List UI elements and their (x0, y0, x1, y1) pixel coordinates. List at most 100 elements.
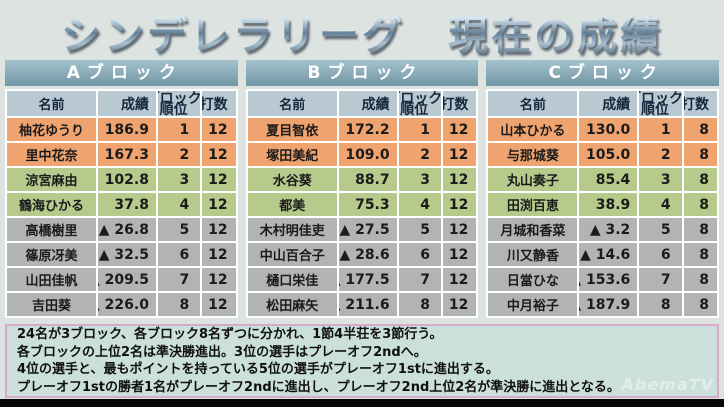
column-header-score: 成績 (98, 91, 156, 116)
player-rank-cell: 3 (157, 168, 201, 191)
column-header-block-rank-line2: 順位 (400, 102, 429, 116)
column-header-block-rank: ブロック順位 (157, 91, 201, 116)
player-name-cell: 篠原冴美 (7, 243, 97, 266)
player-score-cell: 85.4 (579, 168, 638, 191)
column-header-block-rank-line1: ブロック (158, 91, 201, 107)
player-rank-cell: 4 (398, 193, 441, 216)
player-score-cell: ▲ 27.5 (338, 218, 397, 241)
player-hands-cell: 12 (202, 268, 236, 291)
player-name-cell: 山本ひかる (488, 118, 578, 141)
column-header-score: 成績 (579, 91, 638, 116)
player-rank-cell: 5 (157, 218, 201, 241)
player-name-cell: 都美 (247, 193, 337, 216)
player-score-cell: 105.0 (579, 143, 638, 166)
player-score-cell: 102.8 (98, 168, 156, 191)
column-header-name: 名前 (488, 91, 578, 116)
player-name-cell: 松田麻矢 (247, 293, 337, 316)
player-hands-cell: 12 (442, 118, 477, 141)
player-rank-cell: 8 (398, 293, 441, 316)
block-b-grid: 名前成績ブロック順位打数夏目智依172.2112塚田美紀109.0212水谷葵8… (245, 89, 479, 318)
player-rank-cell: 6 (398, 243, 441, 266)
player-score-cell: ▲ 211.6 (338, 293, 397, 316)
player-rank-cell: 6 (639, 243, 682, 266)
player-hands-cell: 12 (202, 118, 236, 141)
player-rank-cell: 7 (398, 268, 441, 291)
column-header-name: 名前 (247, 91, 337, 116)
player-rank-cell: 2 (639, 143, 682, 166)
player-name-cell: 水谷葵 (247, 168, 337, 191)
player-name-cell: 田渕百恵 (488, 193, 578, 216)
player-hands-cell: 12 (442, 168, 477, 191)
player-rank-cell: 1 (398, 118, 441, 141)
player-name-cell: 日當ひな (488, 268, 578, 291)
player-name-cell: 吉田葵 (7, 293, 97, 316)
player-score-cell: ▲ 187.9 (579, 293, 638, 316)
column-header-block-rank: ブロック順位 (398, 91, 441, 116)
rules-box: 24名が3ブロック、各ブロック8名ずつに分かれ、1節4半荘を3節行う。 各ブロック… (5, 324, 719, 398)
player-hands-cell: 8 (683, 268, 717, 291)
column-header-block-rank: ブロック順位 (639, 91, 682, 116)
player-name-cell: 柚花ゆうり (7, 118, 97, 141)
player-rank-cell: 8 (639, 293, 682, 316)
player-name-cell: 夏目智依 (247, 118, 337, 141)
player-score-cell: 37.8 (98, 193, 156, 216)
player-hands-cell: 8 (683, 218, 717, 241)
block-a-table: Aブロック名前成績ブロック順位打数柚花ゆうり186.9112里中花奈167.32… (5, 60, 238, 318)
player-score-cell: 88.7 (338, 168, 397, 191)
player-rank-cell: 1 (157, 118, 201, 141)
column-header-hands: 打数 (683, 91, 717, 116)
player-hands-cell: 8 (683, 143, 717, 166)
block-b-header: Bブロック (245, 60, 479, 86)
player-name-cell: 里中花奈 (7, 143, 97, 166)
column-header-block-rank-line1: ブロック (399, 91, 441, 107)
block-c-header: Cブロック (486, 60, 720, 86)
column-header-hands: 打数 (202, 91, 236, 116)
player-score-cell: 109.0 (338, 143, 397, 166)
player-hands-cell: 12 (442, 293, 477, 316)
player-hands-cell: 12 (442, 243, 477, 266)
player-rank-cell: 4 (157, 193, 201, 216)
player-rank-cell: 5 (639, 218, 682, 241)
player-score-cell: 75.3 (338, 193, 397, 216)
player-name-cell: 木村明佳吏 (247, 218, 337, 241)
column-header-hands: 打数 (442, 91, 477, 116)
player-score-cell: ▲ 28.6 (338, 243, 397, 266)
player-name-cell: 中山百合子 (247, 243, 337, 266)
player-hands-cell: 12 (202, 243, 236, 266)
rules-line-4: プレーオフ1stの勝者1名がプレーオフ2ndに進出し、プレーオフ2nd上位2名が… (17, 379, 620, 395)
column-header-block-rank-line2: 順位 (640, 102, 669, 116)
player-rank-cell: 1 (639, 118, 682, 141)
column-header-name: 名前 (7, 91, 97, 116)
player-name-cell: 中月裕子 (488, 293, 578, 316)
page-title: シンデレラリーグ 現在の成績 (0, 0, 724, 60)
player-score-cell: ▲ 14.6 (579, 243, 638, 266)
rules-line-2: 各ブロックの上位2名は準決勝進出。3位の選手はプレーオフ2ndへ。 (17, 344, 427, 360)
player-score-cell: ▲ 209.5 (98, 268, 156, 291)
player-hands-cell: 12 (442, 193, 477, 216)
player-hands-cell: 12 (442, 143, 477, 166)
player-hands-cell: 12 (442, 268, 477, 291)
player-name-cell: 丸山奏子 (488, 168, 578, 191)
player-score-cell: 186.9 (98, 118, 156, 141)
player-hands-cell: 12 (202, 143, 236, 166)
player-rank-cell: 2 (157, 143, 201, 166)
rules-line-1: 24名が3ブロック、各ブロック8名ずつに分かれ、1節4半荘を3節行う。 (17, 327, 443, 342)
blocks-container: Aブロック名前成績ブロック順位打数柚花ゆうり186.9112里中花奈167.32… (0, 60, 724, 318)
player-score-cell: ▲ 226.0 (98, 293, 156, 316)
column-header-block-rank-line1: ブロック (639, 91, 682, 107)
watermark: AbemaTV (621, 375, 714, 394)
player-name-cell: 山田佳帆 (7, 268, 97, 291)
player-hands-cell: 8 (683, 118, 717, 141)
player-rank-cell: 6 (157, 243, 201, 266)
player-rank-cell: 5 (398, 218, 441, 241)
player-name-cell: 与那城葵 (488, 143, 578, 166)
player-hands-cell: 12 (202, 293, 236, 316)
player-score-cell: ▲ 3.2 (579, 218, 638, 241)
player-rank-cell: 8 (157, 293, 201, 316)
block-b-table: Bブロック名前成績ブロック順位打数夏目智依172.2112塚田美紀109.021… (245, 60, 479, 318)
player-name-cell: 塚田美紀 (247, 143, 337, 166)
player-name-cell: 鶴海ひかる (7, 193, 97, 216)
rules-line-3: 4位の選手と、最もポイントを持っている5位の選手がプレーオフ1stに進出する。 (17, 362, 499, 377)
player-hands-cell: 8 (683, 243, 717, 266)
player-score-cell: ▲ 32.5 (98, 243, 156, 266)
